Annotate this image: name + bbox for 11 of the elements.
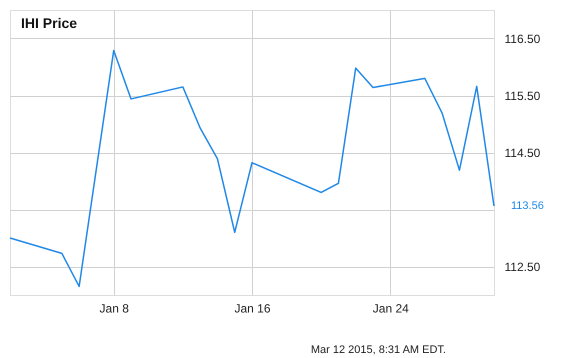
data-label: 113.56 [511,200,544,212]
y-tick-label: 116.50 [504,32,541,46]
text: Mar 12 2015, 8:31 AM EDT. [310,344,446,356]
chart-title: IHI Price [21,15,78,31]
x-tick-label: Jan 24 [372,302,410,316]
x-tick-label: Jan 8 [100,302,130,316]
y-tick-label: 112.50 [504,260,541,274]
line-series [9,50,495,288]
y-tick-label: 115.50 [504,89,541,103]
x-tick-label: Jan 16 [234,302,271,316]
y-tick-label: 114.50 [504,146,541,160]
